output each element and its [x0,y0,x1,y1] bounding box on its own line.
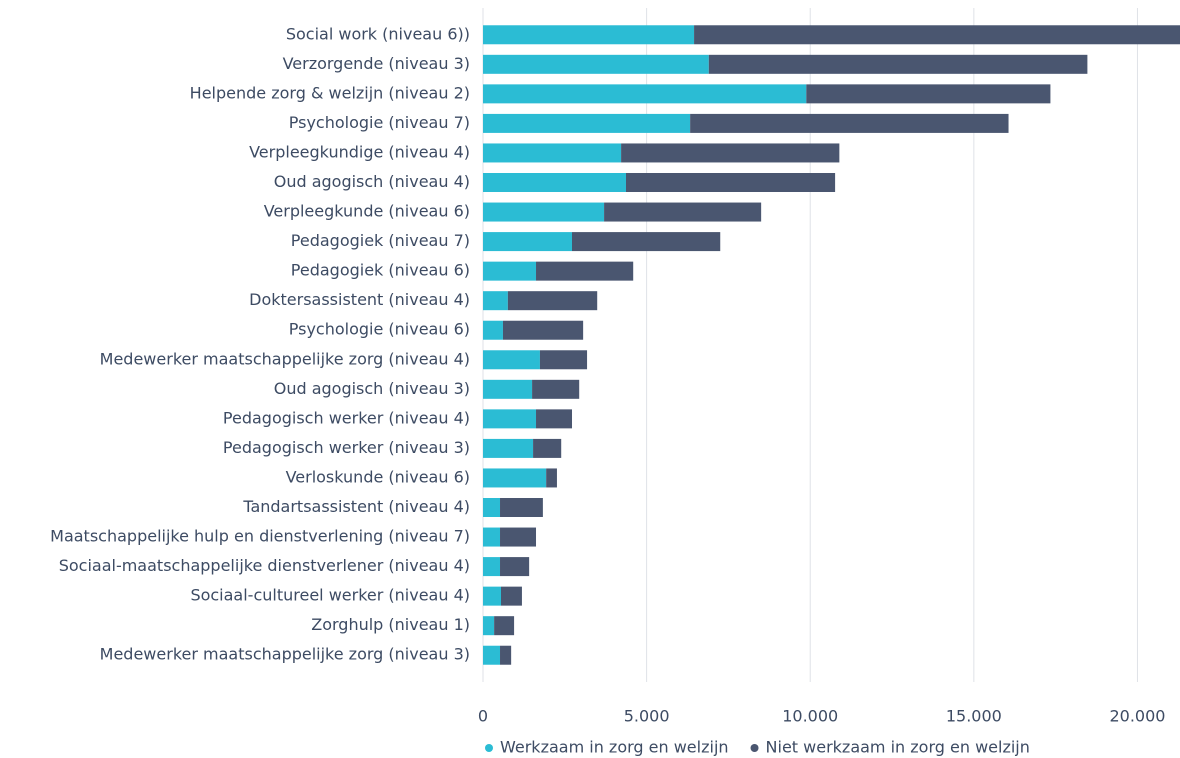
bar-segment [502,320,584,340]
bar-segment [483,409,537,429]
y-tick-label: Zorghulp (niveau 1) [311,615,470,634]
bar-segment [532,379,580,399]
y-tick-label: Verpleegkundige (niveau 4) [249,142,470,161]
bar-segment [694,25,1180,45]
bar-segment [483,173,626,192]
bar-segment [500,557,530,577]
y-tick-label: Pedagogisch werker (niveau 3) [223,438,470,457]
bar-segment [507,291,598,311]
bar-segment [483,616,495,636]
bar-segment [806,84,1051,104]
bar-segment [483,261,537,281]
bar-segment [483,320,503,340]
bar-segment [708,54,1088,74]
y-tick-label: Helpende zorg & welzijn (niveau 2) [190,83,470,102]
bar-segment [621,143,840,163]
bar-segment [539,350,588,370]
bar-segment [483,350,540,370]
y-tick-label: Oud agogisch (niveau 4) [274,172,470,191]
y-tick-label: Psychologie (niveau 6) [289,320,470,339]
bar-segment [483,54,709,74]
bar-segment [500,645,512,665]
bar-segment [483,438,534,458]
x-tick-label: 20.000 [1109,707,1165,726]
y-tick-label: Oud agogisch (niveau 3) [274,379,470,398]
y-tick-label: Verloskunde (niveau 6) [286,467,470,486]
bar-segment [483,498,501,517]
y-tick-label: Medewerker maatschappelijke zorg (niveau… [100,645,470,664]
bar-segment [572,232,721,252]
legend-label: Werkzaam in zorg en welzijn [500,738,729,757]
x-tick-label: 0 [478,707,488,726]
bar-segment [483,379,533,399]
bar-segment [483,586,501,606]
y-tick-label: Verzorgende (niveau 3) [283,54,470,73]
y-tick-label: Tandartsassistent (niveau 4) [242,497,470,516]
bar-segment [483,202,605,222]
bar-segment [536,261,634,281]
bar-segment [500,586,522,606]
y-tick-label: Psychologie (niveau 7) [289,113,470,132]
x-tick-label: 5.000 [624,707,670,726]
bar-segment [604,202,762,222]
bar-segment [625,173,836,192]
y-tick-label: Verpleegkunde (niveau 6) [264,202,470,221]
y-tick-label: Medewerker maatschappelijke zorg (niveau… [100,349,470,368]
y-tick-label: Doktersassistent (niveau 4) [249,290,470,309]
y-tick-label: Social work (niveau 6)) [286,24,470,43]
bar-segment [483,232,573,252]
y-tick-label: Pedagogiek (niveau 6) [291,261,470,280]
y-tick-label: Sociaal-cultureel werker (niveau 4) [190,586,470,605]
bar-segment [494,616,515,636]
y-tick-label: Pedagogisch werker (niveau 4) [223,408,470,427]
bar-segment [483,557,501,577]
legend-label: Niet werkzaam in zorg en welzijn [766,738,1030,757]
bar-segment [546,468,557,488]
bar-segment [483,527,501,547]
bar-segment [483,645,501,665]
legend-marker [485,744,493,752]
bar-segment [483,25,695,45]
bar-segment [500,498,543,517]
y-tick-label: Sociaal-maatschappelijke dienstverlener … [59,556,470,575]
y-tick-label: Pedagogiek (niveau 7) [291,231,470,250]
legend-marker [750,744,759,752]
bar-segment [483,84,807,104]
bar-segment [500,527,537,547]
bar-segment [483,143,622,163]
bar-segment [483,468,547,488]
x-tick-label: 10.000 [782,707,838,726]
bar-segment [483,291,508,311]
x-tick-label: 15.000 [946,707,1002,726]
bar-segment [690,113,1009,133]
bar-segment [483,113,691,133]
y-tick-label: Maatschappelijke hulp en dienstverlening… [50,527,470,546]
bar-segment [533,438,562,458]
bar-segment [536,409,573,429]
